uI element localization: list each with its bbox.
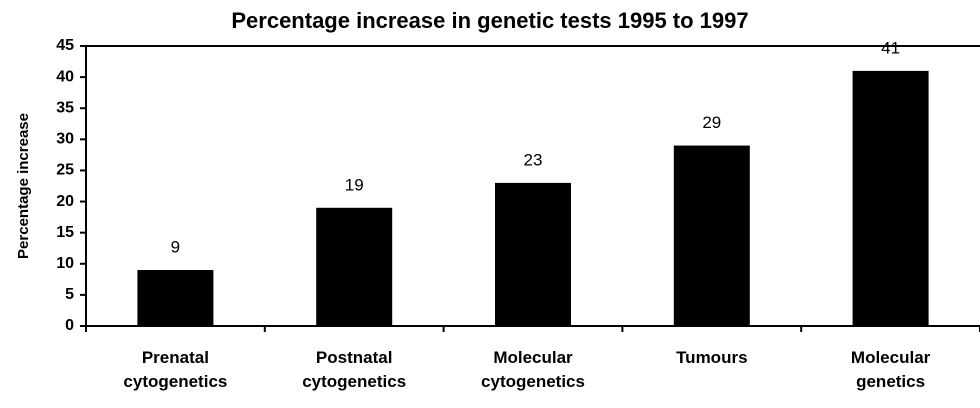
x-tick-label: Prenatal cytogenetics	[123, 348, 228, 391]
y-tick-label: 0	[65, 317, 74, 334]
bar	[316, 207, 393, 326]
y-tick-label: 40	[56, 68, 74, 85]
y-axis-label: Percentage increase	[15, 113, 32, 259]
y-tick-label: 30	[56, 131, 74, 148]
y-tick-label: 15	[56, 224, 74, 241]
x-tick-label: Tumours	[676, 348, 748, 367]
y-tick-label: 10	[56, 255, 74, 272]
x-tick-label: Molecular cytogenetics	[481, 348, 585, 391]
y-tick-label: 35	[56, 99, 74, 116]
x-tick-label: Molecular genetics	[850, 348, 931, 391]
bar	[495, 182, 571, 326]
y-tick-label: 20	[56, 193, 74, 210]
y-tick-label: 25	[56, 162, 74, 179]
y-tick-label: 45	[56, 37, 74, 54]
value-label: 19	[345, 175, 364, 194]
bar	[852, 70, 929, 326]
bar	[137, 270, 214, 326]
value-label: 29	[702, 113, 721, 132]
y-tick-label: 5	[65, 286, 74, 303]
x-tick-label: Postnatal cytogenetics	[302, 348, 407, 391]
chart-title: Percentage increase in genetic tests 199…	[231, 8, 748, 33]
bar	[673, 145, 750, 326]
value-label: 41	[881, 38, 900, 57]
value-label: 23	[524, 150, 543, 169]
value-label: 9	[171, 237, 180, 256]
